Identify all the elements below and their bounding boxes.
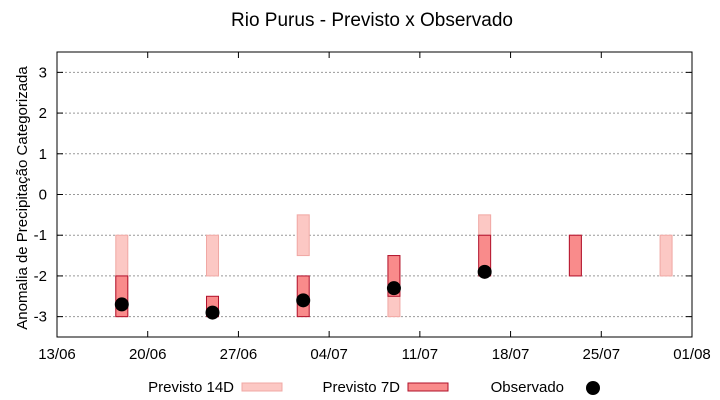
legend-swatch	[241, 382, 283, 392]
x-tick-label: 11/07	[402, 346, 438, 363]
x-axis-ticks: 13/06 20/06 27/06 04/07 11/07 18/07 25/07 01/08	[38, 52, 711, 363]
legend-label: Previsto 7D	[322, 379, 400, 396]
bar-previsto-14d	[206, 234, 220, 277]
bar-previsto-14d	[659, 234, 673, 277]
y-tick-label: 0	[39, 187, 47, 204]
point-observado	[477, 264, 492, 279]
point-observado	[114, 297, 129, 312]
point-observado	[386, 281, 401, 296]
point-observado	[296, 293, 311, 308]
x-tick-label: 18/07	[492, 346, 530, 363]
chart-title: Rio Purus - Previsto x Observado	[231, 10, 513, 31]
x-tick-label: 25/07	[583, 346, 621, 363]
legend-label: Previsto 14D	[148, 379, 234, 396]
grid-lines	[57, 71, 692, 318]
bar-previsto-14d	[296, 214, 310, 257]
x-tick-label: 01/08	[673, 346, 711, 363]
x-tick-label: 20/06	[129, 346, 167, 363]
y-tick-label: -2	[34, 268, 47, 285]
legend-swatch	[407, 382, 449, 392]
legend-marker	[586, 381, 600, 395]
bar-previsto-14d	[478, 214, 492, 236]
y-tick-label: -1	[34, 227, 47, 244]
bar-previsto-7d	[568, 234, 582, 277]
y-axis-label: Anomalia de Precipitação Categorizada	[14, 66, 31, 330]
series-observado	[114, 264, 492, 320]
point-observado	[205, 305, 220, 320]
legend-label: Observado	[491, 379, 564, 396]
x-tick-label: 27/06	[220, 346, 258, 363]
x-tick-label: 04/07	[310, 346, 348, 363]
y-tick-label: 1	[39, 146, 47, 163]
legend: Previsto 14D Previsto 7D Observado	[148, 379, 600, 396]
x-tick-label: 13/06	[38, 346, 76, 363]
y-tick-label: 2	[39, 105, 47, 122]
y-tick-label: -3	[34, 309, 47, 326]
y-axis-ticks: 3 2 1 0 -1 -2 -3	[34, 64, 692, 326]
y-tick-label: 3	[39, 64, 47, 81]
